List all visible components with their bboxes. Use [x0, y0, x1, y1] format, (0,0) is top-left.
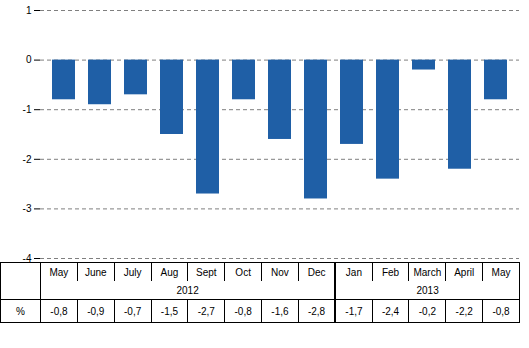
svg-text:-1: -1: [23, 104, 32, 115]
html-text:Sept: Sept: [196, 266, 217, 278]
svg-text:0: 0: [26, 54, 32, 65]
html-text:April: April: [454, 266, 475, 278]
svg-text:-4: -4: [23, 253, 32, 262]
html-text:-1,7: -1,7: [345, 305, 363, 317]
svg-text:1: 1: [26, 5, 32, 16]
html-text:Dec: Dec: [307, 266, 326, 278]
html-text:-1,5: -1,5: [160, 305, 179, 317]
html-text:-0,8: -0,8: [492, 305, 510, 317]
svg-text:-3: -3: [23, 203, 32, 214]
html-text:-0,9: -0,9: [87, 305, 105, 317]
html-text:Oct: Oct: [235, 266, 251, 278]
html-text:Aug: Aug: [160, 266, 179, 278]
html-text:-0,7: -0,7: [124, 305, 142, 317]
html-text:Nov: Nov: [271, 266, 289, 278]
html-text:Feb: Feb: [381, 266, 400, 278]
html-text:-2,8: -2,8: [308, 305, 326, 317]
html-text:Jan: Jan: [345, 266, 362, 278]
html-text:-0,8: -0,8: [50, 305, 68, 317]
html-text:2012: 2012: [176, 284, 199, 296]
html-text:June: June: [84, 266, 107, 278]
html-text:-1,6: -1,6: [271, 305, 289, 317]
html-text:2013: 2013: [416, 284, 439, 296]
html-text:March: March: [413, 266, 442, 278]
html-text:-0,8: -0,8: [234, 305, 252, 317]
html-text:May: May: [49, 266, 69, 278]
html-text:-2,7: -2,7: [197, 305, 215, 317]
svg-text:-2: -2: [23, 154, 32, 165]
html-text:-2,4: -2,4: [381, 305, 400, 317]
html-text:May: May: [491, 266, 511, 278]
html-text:-2,2: -2,2: [455, 305, 473, 317]
html-text:July: July: [123, 266, 142, 278]
html-text:-0,2: -0,2: [418, 305, 436, 317]
